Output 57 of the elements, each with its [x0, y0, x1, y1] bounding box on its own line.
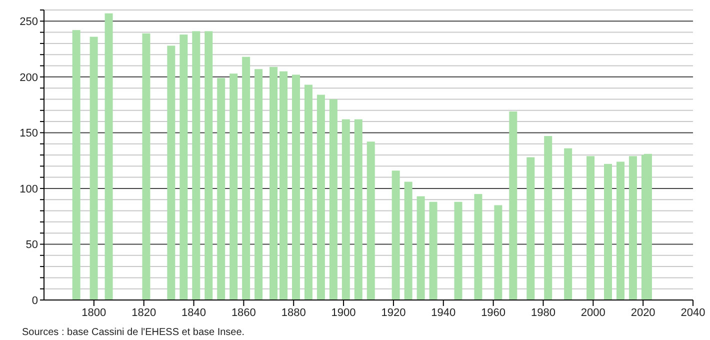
y-tick-label: 100: [20, 183, 38, 196]
bar: [628, 156, 637, 300]
x-tick-label: 1920: [381, 306, 406, 319]
bar: [404, 182, 412, 300]
y-tick-label: 50: [26, 239, 38, 252]
bar: [474, 194, 482, 300]
bar: [564, 148, 572, 300]
bar: [192, 31, 200, 300]
bar: [416, 196, 425, 300]
bar: [526, 157, 535, 300]
y-tick-label: 150: [20, 128, 38, 140]
bar: [217, 78, 226, 300]
y-tick-label: 0: [32, 294, 38, 307]
bar: [180, 34, 188, 300]
bar: [354, 119, 362, 300]
bar: [254, 69, 263, 300]
bar: [616, 162, 624, 300]
bar: [586, 156, 595, 300]
bar: [167, 46, 176, 300]
x-tick-label: 1940: [431, 306, 456, 319]
bar: [242, 56, 250, 300]
bar: [304, 84, 312, 300]
bar: [544, 136, 552, 300]
bar: [142, 33, 150, 300]
x-tick-label: 1820: [132, 306, 156, 319]
bar: [644, 154, 652, 300]
y-tick-label: 200: [20, 72, 38, 84]
x-tick-label: 1960: [481, 306, 506, 319]
bar: [342, 119, 350, 300]
x-tick-label: 1860: [231, 306, 256, 319]
x-tick-label: 1880: [281, 306, 306, 319]
x-tick-label: 2040: [680, 306, 706, 319]
bar: [509, 112, 518, 300]
bar: [104, 13, 113, 300]
bar: [366, 142, 375, 300]
bar: [230, 74, 238, 300]
bar: [316, 94, 325, 300]
x-tick-label: 1840: [182, 306, 206, 319]
bar: [329, 99, 338, 300]
x-tick-label: 1800: [82, 306, 106, 319]
bar: [429, 202, 438, 300]
bar: [392, 170, 400, 300]
bar: [454, 202, 462, 300]
bar: [270, 66, 278, 300]
y-tick-label: 250: [20, 16, 38, 28]
x-tick-label: 1900: [331, 306, 356, 319]
x-tick-label: 2000: [580, 306, 606, 319]
x-tick-label: 1980: [530, 306, 556, 319]
bar: [280, 71, 288, 300]
bar: [72, 30, 80, 300]
bar: [604, 164, 612, 300]
x-tick-label: 2020: [630, 306, 656, 319]
bar: [90, 36, 98, 300]
bar: [204, 31, 213, 300]
source-note: Sources : base Cassini de l'EHESS et base Insee.: [22, 327, 246, 338]
bar: [292, 74, 300, 300]
bar: [494, 205, 502, 300]
